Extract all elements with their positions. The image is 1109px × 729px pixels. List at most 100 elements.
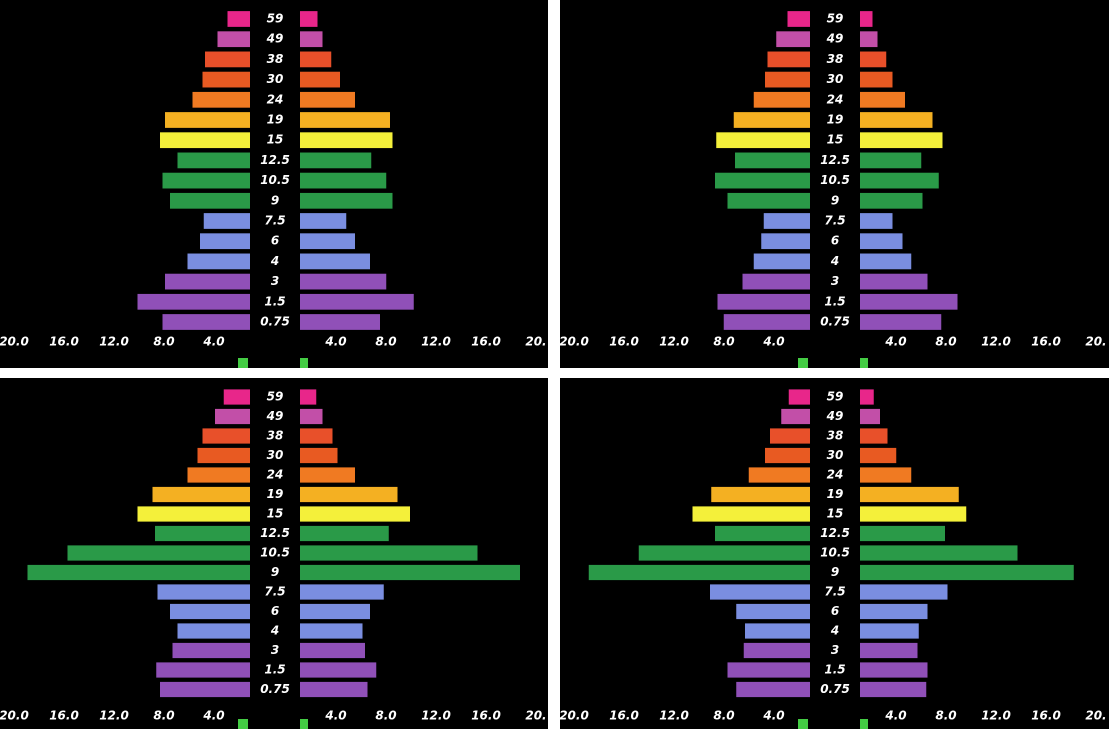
bar-left [162, 172, 250, 189]
bar-right [860, 584, 948, 600]
x-tick-label: 12.0 [981, 709, 1011, 723]
x-tick-label: 16.0 [609, 335, 639, 349]
bar-left [160, 681, 250, 698]
bar-left [156, 662, 250, 678]
bar-right [860, 213, 893, 229]
category-label: 4 [830, 254, 839, 268]
category-label: 59 [827, 390, 844, 404]
bar-right [860, 623, 919, 639]
x-tick-label: 4.0 [762, 709, 784, 723]
bar-left [710, 584, 810, 600]
category-label: 15 [827, 133, 844, 147]
bar-left [727, 192, 810, 209]
x-tick-label: 20.0 [559, 709, 589, 723]
x-tick-label: 16.0 [49, 335, 79, 349]
category-label: 30 [267, 72, 284, 86]
bar-right [860, 545, 1018, 561]
bar-left [776, 31, 810, 48]
bar-right [300, 584, 384, 600]
bar-right [300, 603, 370, 620]
bar-left [767, 51, 810, 68]
category-label: 10.5 [820, 546, 850, 560]
x-tick-label: 12.0 [421, 335, 451, 349]
bar-right [300, 314, 380, 330]
bar-right [860, 273, 928, 290]
bar-left [177, 152, 250, 169]
bar-right [300, 467, 355, 483]
x-tick-label: 20.0 [0, 709, 29, 723]
category-label: 9 [831, 565, 839, 579]
category-label: 59 [267, 12, 284, 26]
category-label: 30 [267, 448, 284, 462]
panel: 59 49 38 30 24 19 15 12.5 10.5 9 7.5 6 4 3 1.5 0.75 20.0… [559, 378, 1109, 729]
bar-right [300, 486, 398, 503]
bar-left [692, 506, 810, 522]
bar-right [860, 603, 928, 620]
bar-left [638, 545, 810, 561]
bar-left [197, 447, 250, 464]
bar-right [300, 273, 387, 290]
category-label: 10.5 [260, 173, 290, 187]
category-label: 10.5 [820, 173, 850, 187]
bar-left [165, 112, 250, 128]
bar-right [300, 293, 414, 310]
bar-right [300, 408, 323, 425]
category-label: 3 [271, 643, 279, 657]
bar-left [753, 253, 810, 270]
bar-left [748, 467, 810, 483]
x-tick-label: 12.0 [659, 335, 689, 349]
x-tick-label: 8.0 [375, 335, 396, 349]
bar-right [300, 253, 370, 270]
bar-left [753, 91, 810, 108]
bar-left [763, 213, 810, 229]
bar-left [723, 314, 810, 330]
bar-right [860, 486, 959, 503]
bar-right [860, 91, 905, 108]
x-tick-label: 20. [1085, 709, 1106, 723]
category-label: 9 [831, 193, 839, 207]
bar-right [860, 428, 888, 444]
category-label: 38 [267, 52, 284, 66]
category-label: 24 [827, 92, 844, 106]
x-tick-label: 20.0 [0, 335, 29, 349]
marker [238, 719, 248, 729]
bar-left [172, 642, 250, 659]
bar-left [200, 233, 250, 250]
category-label: 7.5 [824, 214, 845, 228]
x-tick-label: 16.0 [609, 709, 639, 723]
category-label: 49 [266, 32, 284, 46]
x-tick-label: 4.0 [762, 335, 784, 349]
bar-right [860, 642, 918, 659]
category-label: 15 [827, 507, 844, 521]
bar-right [860, 681, 927, 698]
category-label: 49 [266, 409, 284, 423]
bar-left [765, 71, 810, 88]
x-tick-label: 4.0 [324, 709, 346, 723]
bar-right [860, 172, 939, 189]
category-label: 59 [827, 12, 844, 26]
bar-right [300, 447, 338, 464]
category-label: 19 [827, 113, 844, 127]
bar-right [300, 233, 355, 250]
bar-left [715, 172, 810, 189]
marker [798, 719, 808, 729]
bar-right [300, 172, 387, 189]
x-tick-label: 16.0 [1031, 709, 1061, 723]
bar-right [860, 112, 933, 128]
category-label: 24 [267, 468, 284, 482]
category-label: 0.75 [820, 682, 850, 696]
bar-left [743, 642, 810, 659]
bar-right [300, 681, 368, 698]
marker [860, 358, 868, 368]
x-tick-label: 16.0 [49, 709, 79, 723]
bar-right [300, 91, 355, 108]
category-label: 3 [831, 274, 839, 288]
x-tick-label: 4.0 [202, 335, 224, 349]
marker [300, 719, 308, 729]
bar-left [170, 192, 250, 209]
bar-right [860, 467, 912, 483]
category-label: 9 [271, 193, 279, 207]
marker [798, 358, 808, 368]
category-label: 19 [827, 487, 844, 501]
bar-left [227, 11, 250, 27]
